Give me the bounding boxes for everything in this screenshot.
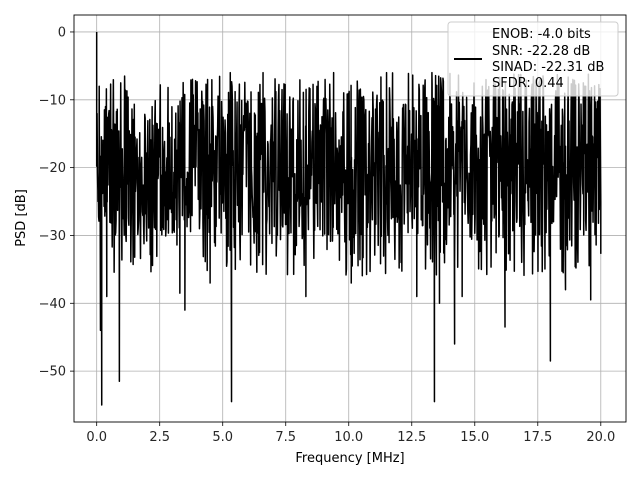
y-tick-label: 0 <box>58 25 66 40</box>
y-tick-label: −10 <box>39 93 66 108</box>
x-tick-label: 17.5 <box>523 430 552 445</box>
x-axis-label: Frequency [MHz] <box>295 451 404 466</box>
x-tick-label: 20.0 <box>586 430 615 445</box>
x-tick-label: 5.0 <box>212 430 233 445</box>
legend-entry-enob: ENOB: -4.0 bits <box>492 27 591 42</box>
x-tick-label: 15.0 <box>460 430 489 445</box>
x-tick-label: 0.0 <box>86 430 107 445</box>
y-tick-label: −30 <box>39 229 66 244</box>
legend-entry-snr: SNR: -22.28 dB <box>492 44 590 59</box>
plot-area <box>95 31 602 406</box>
y-axis-ticks: 0 −10 −20 −30 −40 −50 <box>39 25 74 380</box>
y-tick-label: −40 <box>39 297 66 312</box>
legend-entry-sfdr: SFDR: 0.44 <box>492 76 564 91</box>
axes-frame <box>73 14 627 423</box>
legend-box <box>447 21 619 97</box>
psd-series-line <box>95 31 602 406</box>
y-axis-label: PSD [dB] <box>14 189 29 247</box>
y-tick-label: −50 <box>39 365 66 380</box>
legend: ENOB: -4.0 bits SNR: -22.28 dB SINAD: -2… <box>447 21 619 97</box>
x-axis-ticks: 0.0 2.5 5.0 7.5 10.0 12.5 15.0 17.5 20.0 <box>86 422 615 445</box>
x-tick-label: 7.5 <box>275 430 296 445</box>
legend-entry-sinad: SINAD: -22.31 dB <box>492 60 604 75</box>
y-tick-label: −20 <box>39 161 66 176</box>
x-tick-label: 2.5 <box>149 430 170 445</box>
x-tick-label: 12.5 <box>397 430 426 445</box>
x-tick-label: 10.0 <box>334 430 363 445</box>
